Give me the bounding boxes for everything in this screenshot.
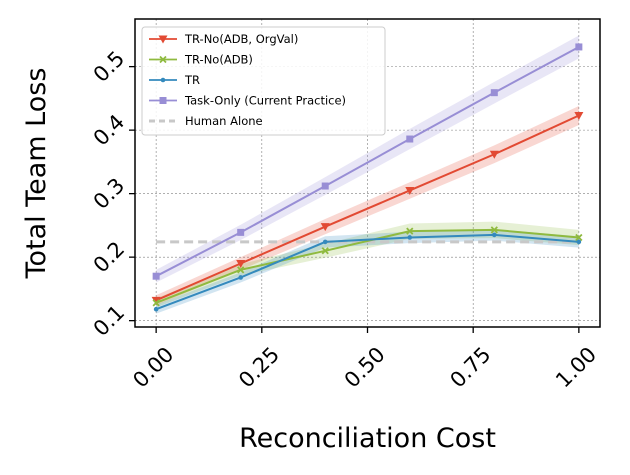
- series-2-point-0: [153, 306, 159, 312]
- series-3-point-0: [152, 272, 160, 280]
- series-line-3: [155, 46, 580, 278]
- series-1-point-5-stroke-b: [575, 233, 583, 242]
- series-0-point-4: [489, 150, 499, 159]
- legend-marker-2: [160, 77, 166, 83]
- y-axis-title: Total Team Loss: [21, 68, 52, 280]
- series-2-point-3: [407, 235, 413, 240]
- x-axis-title: Reconciliation Cost: [239, 423, 496, 454]
- series-2-point-1: [238, 275, 243, 280]
- legend-marker-1-stroke-b: [159, 55, 167, 64]
- y-tick-label-0: 0.1: [89, 300, 130, 341]
- series-1-point-0-stroke-b: [152, 299, 160, 307]
- series-1-point-2-stroke-b: [321, 247, 329, 255]
- legend-marker-3: [159, 97, 167, 104]
- y-tick-label-1: 0.2: [89, 237, 130, 278]
- series-band-0: [156, 106, 579, 306]
- legend-marker-1: [159, 55, 167, 64]
- series-2-point-2: [322, 239, 328, 245]
- series-0-point-5: [574, 112, 584, 121]
- series-3-point-3: [406, 135, 414, 143]
- series-1-point-2: [321, 247, 329, 255]
- series-0-point-0: [151, 296, 161, 305]
- series-3-point-2: [321, 182, 329, 190]
- x-tick-label-0: 0.00: [128, 342, 178, 392]
- y-tick-label-2: 0.3: [89, 173, 130, 214]
- legend-label-1: TR-No(ADB): [184, 53, 253, 67]
- series-0-point-2: [320, 223, 330, 232]
- series-0-point-3: [405, 186, 415, 195]
- series-1-point-0: [152, 299, 160, 307]
- series-2-point-5: [576, 239, 582, 245]
- series-line-1: [155, 228, 579, 304]
- legend-label-2: TR: [184, 73, 200, 87]
- legend-label-0: TR-No(ADB, OrgVal): [184, 32, 298, 46]
- series-line-0: [155, 114, 580, 302]
- series-3-point-4: [490, 89, 498, 97]
- x-tick-label-1: 0.25: [234, 342, 284, 392]
- series-3-point-5: [575, 43, 583, 51]
- series-line-2: [155, 233, 579, 311]
- legend-label-3: Task-Only (Current Practice): [184, 94, 346, 108]
- x-tick-label-4: 1.00: [551, 342, 601, 392]
- axes: [129, 18, 601, 333]
- series-1-point-4-stroke-b: [490, 226, 498, 234]
- series-1-point-3: [406, 227, 414, 235]
- series-1-point-1: [237, 266, 245, 274]
- series-1-point-4: [490, 226, 498, 234]
- series-1-point-5: [575, 233, 583, 242]
- series-3-point-1: [237, 228, 245, 236]
- series-1-point-3-stroke-b: [406, 227, 414, 235]
- legend: TR-No(ADB, OrgVal) TR-No(ADB) TR Task-Only …: [141, 26, 386, 136]
- legend-box: [141, 26, 386, 136]
- series-1-point-1-stroke-b: [237, 266, 245, 274]
- series-2-point-4: [492, 232, 497, 238]
- series-lines: [151, 43, 584, 312]
- legend-label-4: Human Alone: [185, 114, 263, 128]
- x-tick-label-2: 0.50: [340, 342, 390, 392]
- y-tick-label-3: 0.4: [89, 110, 130, 151]
- series-0-point-1: [236, 259, 246, 268]
- legend-marker-0: [158, 35, 168, 44]
- x-tick-label-3: 0.75: [445, 342, 495, 392]
- y-tick-label-4: 0.5: [89, 46, 130, 87]
